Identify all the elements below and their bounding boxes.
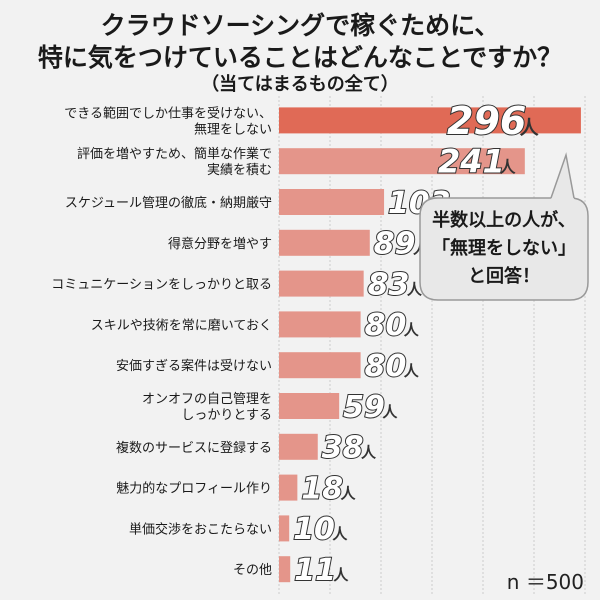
category-label: 単価交渉をおこたらない bbox=[129, 521, 272, 537]
unit-label: 人 bbox=[500, 158, 517, 177]
category-label: できる範囲でしか仕事を受けない、無理をしない bbox=[64, 106, 272, 137]
unit-label: 人 bbox=[404, 321, 420, 339]
unit-label: 人 bbox=[520, 117, 540, 139]
bar bbox=[279, 107, 581, 134]
bar bbox=[279, 311, 361, 338]
value-label: 83 bbox=[368, 267, 410, 302]
chart-title-line1: クラウドソーシングで稼ぐために、 bbox=[100, 11, 500, 40]
unit-label: 人 bbox=[332, 525, 348, 543]
bar bbox=[279, 229, 370, 256]
callout-text-line1: 半数以上の人が、 bbox=[432, 209, 576, 231]
value-label: 80 bbox=[365, 308, 407, 343]
value-label: 80 bbox=[365, 349, 407, 384]
unit-label: 人 bbox=[333, 566, 349, 584]
category-label: スケジュール管理の徹底・納期厳守 bbox=[65, 195, 272, 211]
category-label: 複数のサービスに登録する bbox=[116, 440, 272, 456]
bar bbox=[279, 393, 340, 419]
category-label: スキルや技術を常に磨いておく bbox=[91, 318, 272, 333]
callout-text-line3: と回答！ bbox=[468, 265, 540, 287]
bar bbox=[279, 556, 291, 583]
category-label: 得意分野を増やす bbox=[168, 236, 272, 252]
bar bbox=[279, 433, 318, 460]
value-label: 89 bbox=[374, 227, 416, 262]
bar bbox=[279, 352, 361, 379]
bar bbox=[279, 148, 525, 175]
value-label: 11 bbox=[294, 553, 336, 588]
unit-label: 人 bbox=[382, 403, 398, 421]
bar bbox=[279, 189, 385, 215]
callout-text-line2: 「無理をしない」 bbox=[432, 237, 576, 259]
chart-subtitle: （当てはまるもの全て） bbox=[201, 74, 399, 95]
value-label: 296 bbox=[447, 99, 526, 143]
unit-label: 人 bbox=[361, 444, 377, 462]
value-label: 38 bbox=[322, 431, 364, 466]
chart-title-line2: 特に気をつけていることはどんなことですか？ bbox=[37, 43, 563, 72]
unit-label: 人 bbox=[341, 484, 357, 502]
value-label: 18 bbox=[301, 471, 343, 506]
sample-size-label: n ＝500 bbox=[506, 570, 584, 594]
callout-pointer-outline bbox=[550, 152, 575, 199]
category-label: 評価を増やすため、簡単な作業で実績を積む bbox=[77, 146, 272, 178]
bar bbox=[279, 515, 290, 542]
value-label: 241 bbox=[438, 143, 505, 181]
unit-label: 人 bbox=[407, 280, 423, 298]
category-label: 安価すぎる案件は受けない bbox=[116, 359, 272, 374]
bar bbox=[279, 270, 364, 297]
bar bbox=[279, 474, 298, 501]
category-label: コミュニケーションをしっかりと取る bbox=[51, 278, 272, 293]
value-label: 59 bbox=[343, 390, 385, 425]
callout-pointer bbox=[551, 155, 574, 199]
category-label: オンオフの自己管理をしっかりとする bbox=[142, 392, 272, 423]
unit-label: 人 bbox=[404, 362, 420, 380]
callout-bubble bbox=[419, 197, 589, 301]
category-label: 魅力的なプロフィール作り bbox=[116, 481, 272, 497]
category-label: その他 bbox=[233, 563, 272, 578]
value-label: 10 bbox=[293, 512, 335, 547]
